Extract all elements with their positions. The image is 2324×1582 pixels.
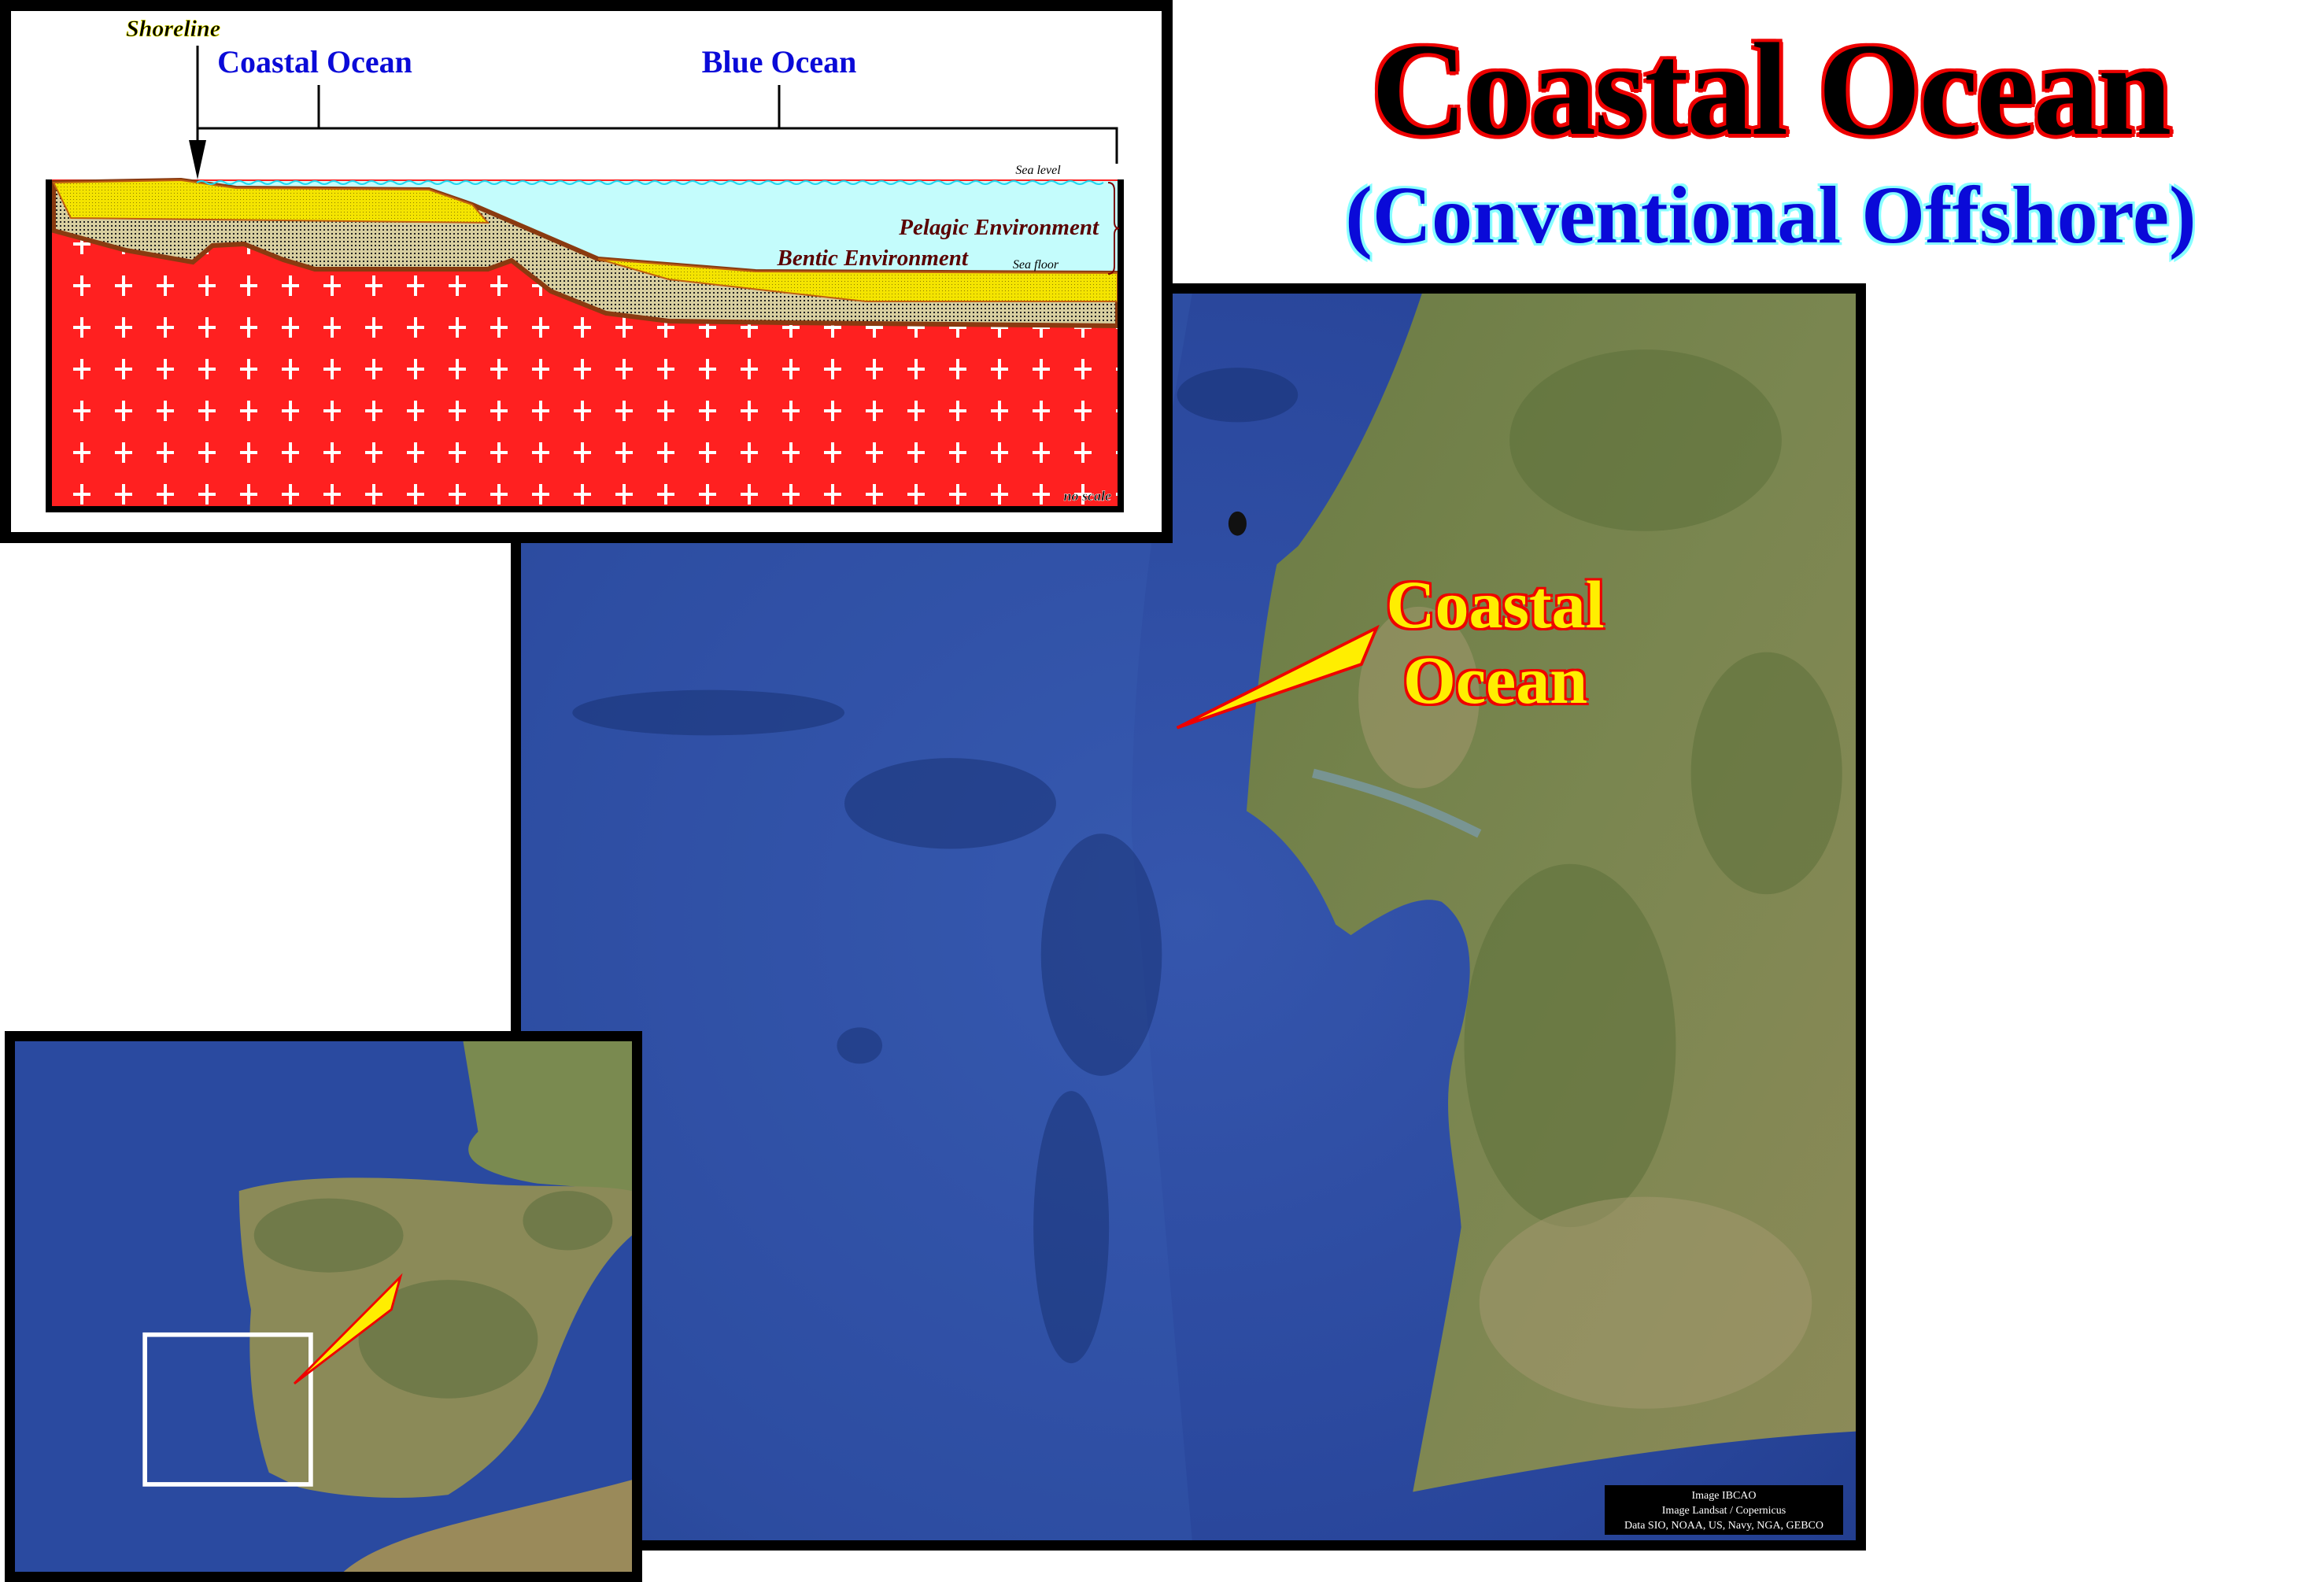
attribution-line: Data SIO, NOAA, US, Navy, NGA, GEBCO [1624,1520,1824,1532]
arrow-icon [293,1273,403,1385]
coastal-ocean-map-label: Coastal Ocean [1373,567,1617,718]
attribution-line: Image IBCAO [1691,1490,1757,1502]
arrow-down-icon [189,140,206,179]
pelagic-environment-label: Pelagic Environment [898,215,1099,240]
brace-icon [1107,182,1120,275]
iberia-inset-map [5,1031,642,1582]
map-attribution: Image IBCAO Image Landsat / Copernicus D… [1605,1485,1843,1535]
arrow-icon [1176,624,1380,730]
blue-ocean-label: Blue Ocean [702,44,857,79]
attribution-line: Image Landsat / Copernicus [1661,1505,1786,1517]
sand-shelf [52,179,490,224]
no-scale-label: no scale [1064,488,1112,504]
shoreline-label: Shoreline [126,16,220,42]
sand-basin [597,258,1118,302]
coastal-profile-diagram: Shoreline Coastal Ocean Blue Ocean Sea l… [0,0,1173,543]
ocean-extent-bracket [198,85,1118,164]
label-line-2: Ocean [1402,642,1588,718]
page-subtitle: (Conventional Offshore) [1345,170,2197,261]
sea-level-label: Sea level [1015,164,1061,177]
location-highlight-box [142,1332,313,1487]
label-line-1: Coastal [1386,567,1605,642]
coastal-ocean-label: Coastal Ocean [217,44,412,79]
bentic-environment-label: Bentic Environment [776,246,968,271]
sea-level-line [196,180,1104,185]
sea-floor-label: Sea floor [1013,258,1059,272]
page-title: Coastal Ocean [1371,17,2172,163]
seawater [197,181,1118,273]
